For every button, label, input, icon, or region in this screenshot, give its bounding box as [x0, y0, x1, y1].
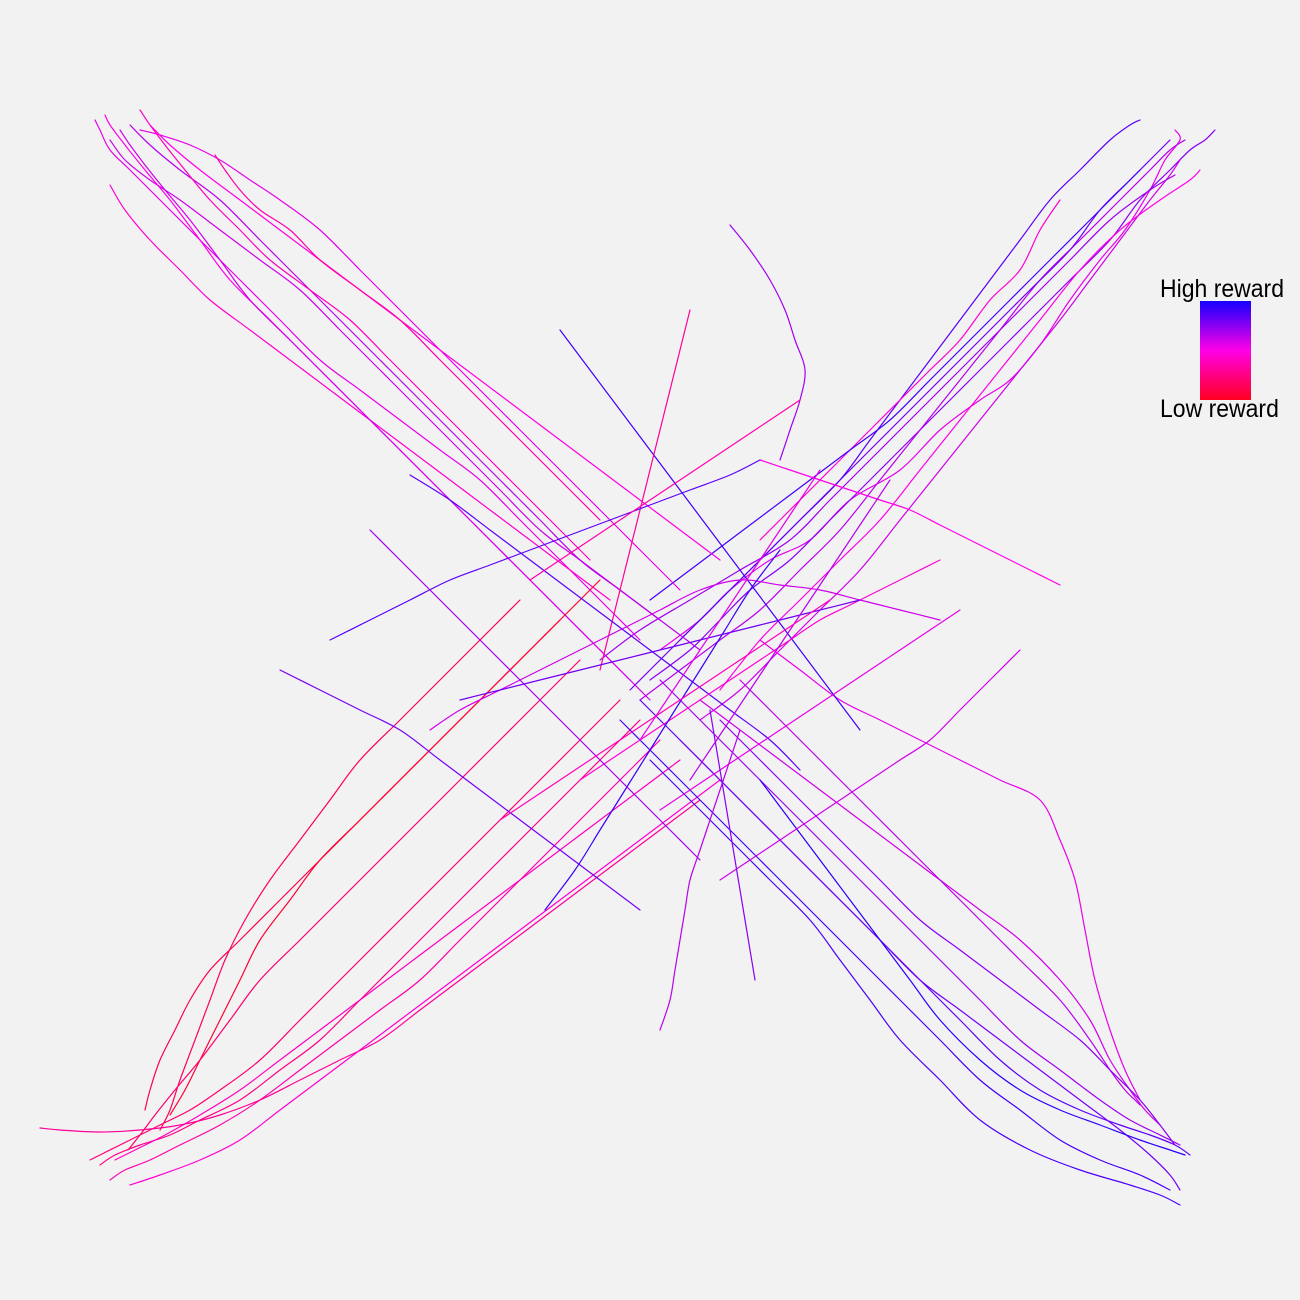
trajectory-line-46 — [719, 649, 1021, 881]
trajectory-line-33 — [619, 719, 1171, 1191]
legend-low-label: Low reward — [1160, 395, 1279, 423]
trajectory-line-36 — [739, 679, 1141, 1106]
trajectory-line-42 — [599, 309, 691, 671]
trajectory-line-45 — [659, 609, 961, 811]
trajectory-line-39 — [719, 719, 1176, 1146]
trajectory-line-8 — [599, 174, 1176, 661]
trajectory-line-52 — [429, 579, 941, 731]
trajectory-line-30 — [127, 659, 581, 1151]
trajectory-line-44 — [279, 669, 641, 911]
trajectory-line-19 — [119, 129, 651, 701]
trajectory-line-37 — [759, 779, 1186, 1156]
trajectory-line-23 — [99, 719, 641, 1166]
trajectory-line-10 — [649, 169, 1141, 601]
trajectory-line-22 — [144, 619, 561, 1111]
trajectory-line-29 — [129, 779, 721, 1186]
trajectory-line-5 — [699, 159, 1181, 721]
trajectory-line-43 — [409, 474, 801, 771]
trajectory-line-60 — [499, 599, 831, 821]
trajectory-line-14 — [129, 124, 701, 651]
trajectory-line-27 — [169, 579, 601, 1116]
trajectory-line-11 — [94, 119, 641, 641]
trajectory-line-57 — [459, 599, 861, 701]
trajectory-line-16 — [139, 129, 681, 591]
trajectory-line-24 — [109, 739, 661, 1181]
trajectory-line-2 — [649, 129, 1216, 681]
trajectory-line-50 — [759, 459, 1061, 586]
trajectory-line-6 — [679, 119, 1141, 641]
trajectory-line-25 — [159, 599, 521, 1131]
trajectory-line-3 — [639, 139, 1186, 701]
trajectory-line-26 — [114, 759, 681, 1161]
trajectory-line-59 — [689, 479, 891, 781]
trajectory-line-51 — [329, 459, 761, 641]
trajectory-line-47 — [729, 224, 806, 461]
trajectory-line-4 — [629, 139, 1171, 691]
trajectory-line-38 — [759, 639, 1141, 1101]
trajectory-line-34 — [699, 699, 1161, 1126]
trajectory-line-41 — [559, 329, 861, 731]
trajectory-line-21 — [89, 699, 621, 1161]
trajectory-line-7 — [719, 169, 1201, 691]
trajectory-line-9 — [759, 199, 1061, 541]
trajectory-line-49 — [709, 709, 756, 981]
trajectory-line-56 — [529, 399, 801, 581]
legend-high-label: High reward — [1160, 275, 1284, 303]
trajectory-line-17 — [139, 109, 591, 561]
legend-color-bar — [1200, 301, 1251, 400]
trajectory-line-32 — [659, 679, 1181, 1146]
trajectory-line-28 — [39, 799, 701, 1133]
trajectory-line-54 — [544, 549, 781, 911]
trajectory-line-15 — [109, 184, 611, 601]
trajectory-line-13 — [104, 114, 631, 681]
trajectory-line-48 — [659, 729, 741, 1031]
trajectory-line-40 — [649, 759, 1181, 1206]
trajectory-line-18 — [149, 124, 721, 561]
trajectory-line-20 — [214, 154, 601, 521]
trajectory-line-55 — [369, 529, 701, 861]
trajectory-line-35 — [679, 739, 1181, 1191]
trajectory-line-58 — [639, 469, 821, 741]
series-layer — [39, 109, 1216, 1206]
